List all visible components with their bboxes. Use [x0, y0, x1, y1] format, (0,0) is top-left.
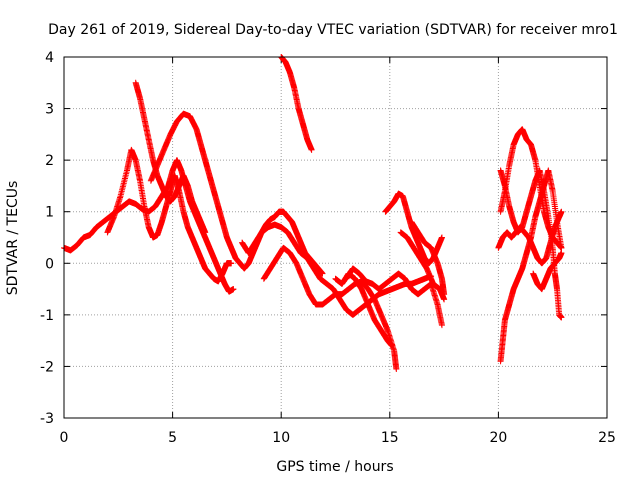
y-tick-label: -3: [40, 411, 54, 427]
data-point: [441, 296, 448, 303]
y-tick-label: -1: [40, 308, 54, 324]
data-point: [308, 146, 315, 153]
data-point: [228, 260, 235, 267]
data-point: [393, 366, 400, 373]
y-tick-label: 4: [45, 50, 54, 66]
data-point: [230, 286, 237, 293]
x-tick-label: 10: [272, 430, 290, 446]
y-tick-label: 0: [45, 256, 54, 272]
x-tick-label: 0: [60, 430, 69, 446]
data-point: [558, 314, 565, 321]
x-tick-label: 15: [381, 430, 399, 446]
data-point: [558, 208, 565, 215]
data-point: [441, 291, 448, 298]
x-axis-label: GPS time / hours: [276, 459, 393, 475]
tick-labels: 0 5 10 15 20 25 -3 -2 -1 0 1 2 3 4: [40, 50, 616, 446]
data-point: [558, 244, 565, 251]
data-point: [558, 249, 565, 256]
data-point: [438, 322, 445, 329]
y-tick-label: 3: [45, 102, 54, 118]
data-point: [438, 234, 445, 241]
y-tick-label: 2: [45, 153, 54, 169]
x-tick-label: 5: [168, 430, 177, 446]
x-tick-label: 20: [489, 430, 507, 446]
y-tick-label: -2: [40, 359, 54, 375]
data-point: [202, 229, 209, 236]
x-tick-label: 25: [598, 430, 616, 446]
y-tick-label: 1: [45, 205, 54, 221]
data-point: [388, 342, 395, 349]
data-points: [61, 54, 565, 373]
plot-frame: [63, 56, 608, 419]
chart-title: Day 261 of 2019, Sidereal Day-to-day VTE…: [48, 22, 618, 38]
data-point: [319, 270, 326, 277]
y-axis-label: SDTVAR / TECUs: [5, 181, 21, 296]
